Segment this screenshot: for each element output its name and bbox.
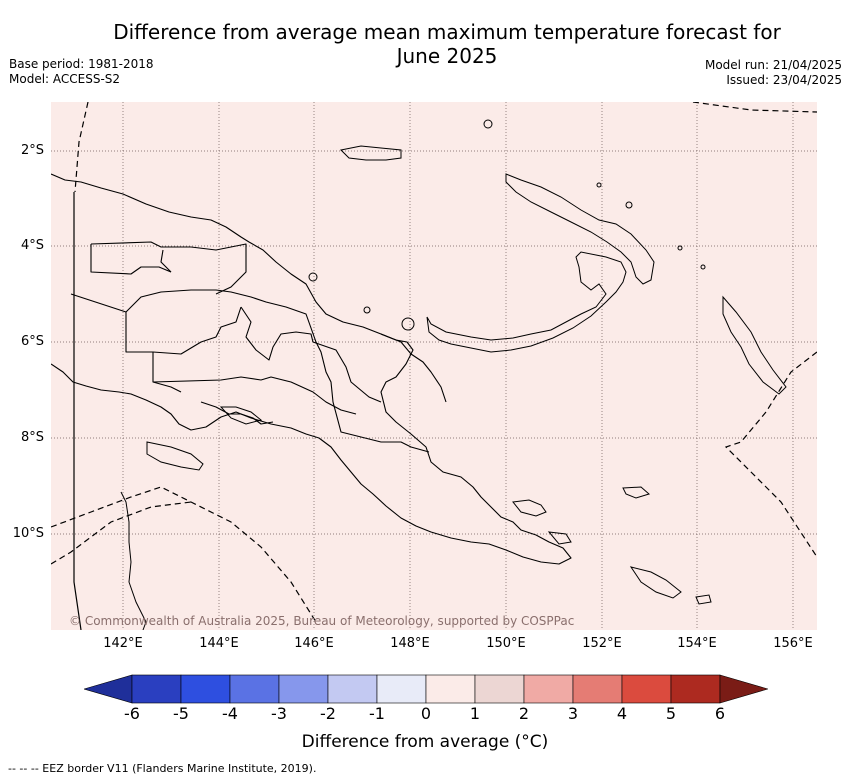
- colorbar-segment: [425, 674, 476, 704]
- eez-borders: [51, 102, 817, 623]
- colorbar-tick-label: 0: [420, 704, 432, 723]
- colorbar-segment: [278, 674, 329, 704]
- gridlines: [51, 102, 817, 630]
- lon-label-142e: 142°E: [103, 636, 143, 651]
- issued-date: Issued: 23/04/2025: [726, 73, 842, 87]
- colorbar-tick-label: -1: [369, 704, 385, 723]
- lat-label-2s: 2°S: [20, 143, 44, 158]
- colorbar-label: Difference from average (°C): [301, 732, 549, 752]
- lat-label-4s: 4°S: [20, 238, 44, 253]
- colorbar-segment: [474, 674, 525, 704]
- lon-label-150e: 150°E: [486, 636, 526, 651]
- copyright-notice: © Commonwealth of Australia 2025, Bureau…: [69, 614, 575, 628]
- colorbar-segment: [670, 674, 721, 704]
- colorbar-segment: [229, 674, 280, 704]
- colorbar-tick-label: 4: [616, 704, 628, 723]
- lat-label-10s: 10°S: [12, 526, 44, 541]
- colorbar-extend-high: [719, 674, 768, 704]
- colorbar-tick-label: 3: [567, 704, 579, 723]
- lat-label-8s: 8°S: [20, 430, 44, 445]
- colorbar-tick-label: 5: [665, 704, 677, 723]
- colorbar-tick-label: -6: [124, 704, 140, 723]
- coastlines: [51, 173, 572, 630]
- eez-legend-note: -- -- -- EEZ border V11 (Flanders Marine…: [8, 762, 317, 775]
- map-svg: [51, 102, 817, 630]
- model-run: Model run: 21/04/2025: [704, 58, 842, 72]
- lon-label-156e: 156°E: [773, 636, 813, 651]
- colorbar-segment: [572, 674, 623, 704]
- colorbar-segment: [523, 674, 574, 704]
- colorbar-segment: [621, 674, 672, 704]
- colorbar-segment: [180, 674, 231, 704]
- colorbar-tick-label: 6: [714, 704, 726, 723]
- lon-label-146e: 146°E: [294, 636, 334, 651]
- cape-york-coast: [120, 406, 263, 630]
- colorbar-segment: [376, 674, 427, 704]
- model-name: Model: ACCESS-S2: [9, 72, 121, 86]
- map-title: Difference from average mean maximum tem…: [113, 20, 781, 68]
- colorbar-segment: [327, 674, 378, 704]
- map-area: [51, 102, 817, 630]
- meta-right: Model run: 21/04/2025 Issued: 23/04/2025: [705, 58, 842, 88]
- colorbar: [84, 674, 768, 704]
- new-guinea-coast: [51, 173, 572, 565]
- lon-label-152e: 152°E: [582, 636, 622, 651]
- colorbar-tick-label: -2: [320, 704, 336, 723]
- colorbar-tick-label: 1: [469, 704, 481, 723]
- lat-label-6s: 6°S: [20, 334, 44, 349]
- lon-label-144e: 144°E: [199, 636, 239, 651]
- meta-left: Base period: 1981-2018 Model: ACCESS-S2: [9, 57, 154, 87]
- colorbar-extend-low: [84, 674, 133, 704]
- new-britain: [308, 119, 787, 605]
- colorbar-tick-label: -3: [271, 704, 287, 723]
- lon-label-148e: 148°E: [390, 636, 430, 651]
- lon-label-154e: 154°E: [677, 636, 717, 651]
- colorbar-segment: [131, 674, 182, 704]
- colorbar-tick-label: -5: [173, 704, 189, 723]
- base-period: Base period: 1981-2018: [9, 57, 154, 71]
- colorbar-tick-label: 2: [518, 704, 530, 723]
- colorbar-tick-label: -4: [222, 704, 238, 723]
